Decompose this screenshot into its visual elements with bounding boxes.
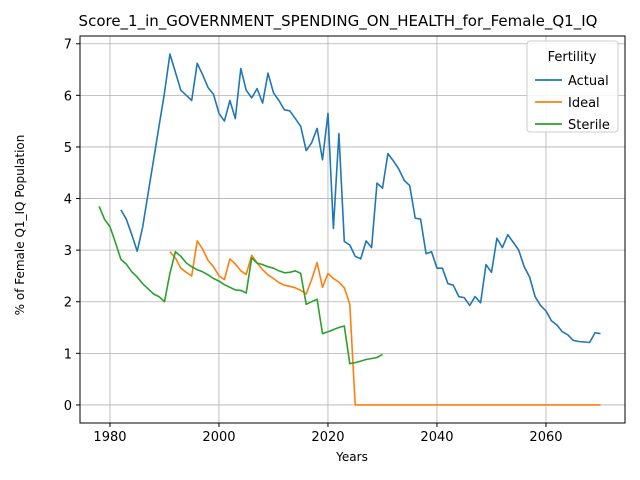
y-tick-label: 1 <box>64 347 72 362</box>
y-tick-label: 3 <box>64 244 72 259</box>
legend-label-ideal: Ideal <box>568 96 600 111</box>
series-line-sterile <box>98 205 383 365</box>
y-tick-label: 0 <box>64 399 72 414</box>
y-tick-label: 6 <box>64 89 72 104</box>
series-line-ideal <box>169 240 601 406</box>
x-tick-label: 2000 <box>202 430 235 445</box>
grid <box>80 36 625 423</box>
legend: Fertility Actual Ideal Sterile <box>526 40 619 133</box>
x-tick-label: 2040 <box>420 430 453 445</box>
x-tick-label: 1980 <box>93 430 126 445</box>
legend-label-actual: Actual <box>568 74 609 89</box>
y-tick-label: 7 <box>64 38 72 53</box>
y-tick-label: 5 <box>64 141 72 156</box>
legend-label-sterile: Sterile <box>568 118 610 133</box>
x-tick-label: 2060 <box>529 430 562 445</box>
legend-box <box>526 40 619 133</box>
axes: 1980 2000 2020 2040 2060 0 1 2 3 4 5 6 7 <box>64 38 563 445</box>
y-axis-label: % of Female Q1_IQ Population <box>13 135 27 316</box>
series-line-actual <box>120 53 601 344</box>
y-tick-label: 4 <box>64 193 72 208</box>
legend-title: Fertility <box>548 50 597 65</box>
series-lines <box>98 53 601 406</box>
plot-frame <box>79 35 626 424</box>
x-axis-label: Years <box>335 450 368 464</box>
x-tick-label: 2020 <box>311 430 344 445</box>
chart-title: Score_1_in_GOVERNMENT_SPENDING_ON_HEALTH… <box>79 12 598 31</box>
y-tick-label: 2 <box>64 296 72 311</box>
